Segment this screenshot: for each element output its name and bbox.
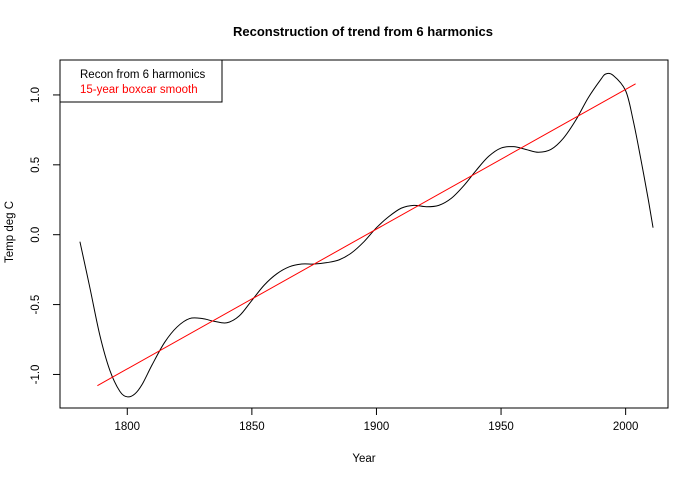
y-tick-label-1: -0.5 [30,295,42,315]
legend-entry-smooth: 15-year boxcar smooth [80,84,198,96]
y-tick-label-4: 1.0 [30,87,42,103]
series-layer [79,72,654,398]
y-tick-label-2: 0.0 [30,227,42,243]
chart-title: Reconstruction of trend from 6 harmonics [233,24,493,39]
x-axis-label: Year [352,453,375,465]
recon-series-line [79,72,654,398]
y-axis-label: Temp deg C [4,201,16,263]
x-tick-label-4: 2000 [613,421,639,433]
x-tick-label-3: 1950 [488,421,514,433]
x-tick-label-2: 1900 [364,421,390,433]
y-tick-label-0: -1.0 [30,365,42,385]
y-axis: -1.0 -0.5 0.0 0.5 1.0 [30,87,61,385]
legend-box [59,59,223,103]
x-axis: 1800 1850 1900 1950 2000 [114,407,639,433]
smooth-series-line [97,83,636,387]
legend-entry-recon: Recon from 6 harmonics [80,69,206,81]
y-tick-label-3: 0.5 [30,157,42,173]
x-tick-label-0: 1800 [114,421,140,433]
legend: Recon from 6 harmonics 15-year boxcar sm… [59,59,223,103]
x-tick-label-1: 1850 [239,421,265,433]
